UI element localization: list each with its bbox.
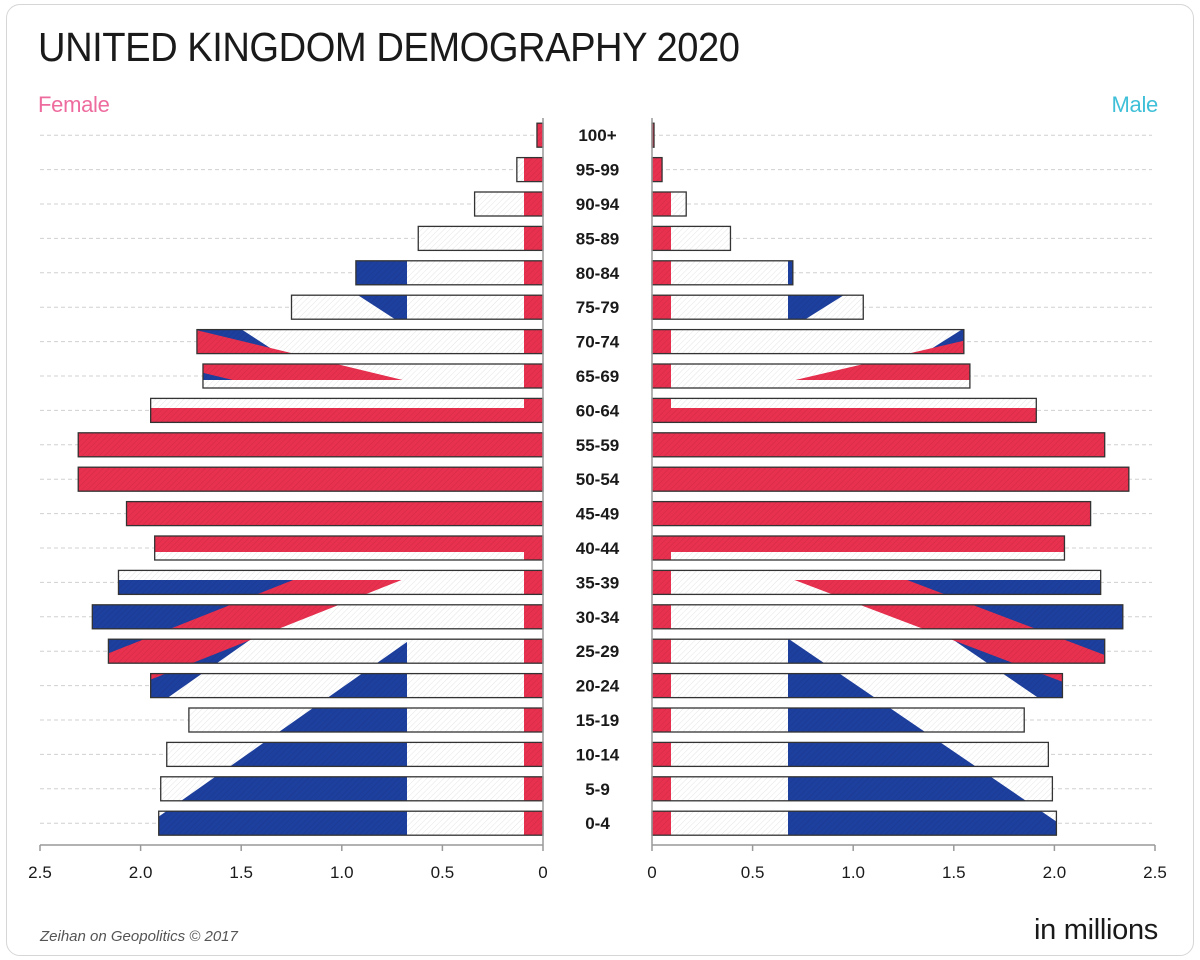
age-group-labels: 100+ 95-99 90-94 85-89 80-84 75-79 70-74 65-69 6…	[576, 126, 620, 833]
male-flag-fill	[651, 123, 1129, 836]
age-group-label: 90-94	[576, 195, 620, 214]
male-tick-label: 2.0	[1043, 863, 1067, 882]
age-group-label: 30-34	[576, 608, 620, 627]
male-tick-label: 1.0	[841, 863, 865, 882]
age-group-label: 95-99	[576, 161, 619, 180]
age-group-label: 70-74	[576, 333, 620, 352]
age-group-label: 25-29	[576, 642, 619, 661]
female-flag-fill	[78, 123, 543, 836]
age-group-label: 80-84	[576, 264, 620, 283]
age-group-label: 5-9	[585, 780, 610, 799]
female-tick-label: 1.5	[229, 863, 253, 882]
age-group-label: 40-44	[576, 539, 620, 558]
age-group-label: 10-14	[576, 745, 620, 764]
age-group-label: 75-79	[576, 298, 619, 317]
age-group-label: 60-64	[576, 401, 620, 420]
male-tick-label: 2.5	[1143, 863, 1167, 882]
male-series-label: Male	[1111, 92, 1159, 117]
male-tick-label: 0.5	[741, 863, 765, 882]
age-group-label: 55-59	[576, 436, 619, 455]
female-tick-label: 0	[538, 863, 547, 882]
male-tick-label: 1.5	[942, 863, 966, 882]
axes: 2.5 2.0 1.5 1.0 0.5 0 0 0.5 1.0 1.5 2.0 2.5	[28, 118, 1167, 882]
age-group-label: 50-54	[576, 470, 620, 489]
chart-title: UNITED KINGDOM DEMOGRAPHY 2020	[38, 24, 740, 70]
female-series-label: Female	[38, 92, 110, 117]
male-tick-label: 0	[647, 863, 656, 882]
age-group-label: 35-39	[576, 573, 619, 592]
units-label: in millions	[1033, 914, 1158, 946]
female-tick-label: 2.5	[28, 863, 52, 882]
age-group-label: 65-69	[576, 367, 619, 386]
age-group-label: 100+	[578, 126, 616, 145]
age-group-label: 15-19	[576, 711, 619, 730]
age-group-label: 85-89	[576, 229, 619, 248]
age-group-label: 20-24	[576, 677, 620, 696]
age-group-label: 45-49	[576, 505, 619, 524]
credit-text: Zeihan on Geopolitics © 2017	[40, 928, 238, 945]
age-group-label: 0-4	[585, 814, 610, 833]
female-tick-label: 0.5	[431, 863, 455, 882]
female-tick-label: 1.0	[330, 863, 354, 882]
female-tick-label: 2.0	[129, 863, 153, 882]
